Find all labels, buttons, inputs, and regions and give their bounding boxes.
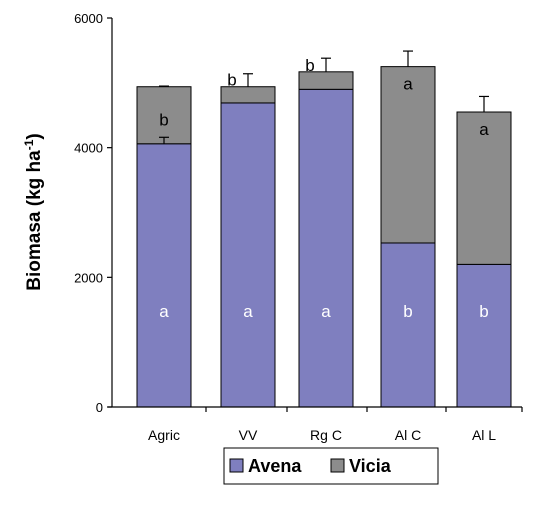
y-tick-label-2: 4000 xyxy=(74,141,103,156)
letter-avena-1: a xyxy=(243,302,253,321)
bar-avena-1 xyxy=(220,102,276,408)
y-tick-label-0: 0 xyxy=(96,400,103,415)
bars-layer xyxy=(136,66,512,408)
y-axis-label-superscript: -1 xyxy=(22,139,36,150)
bar-avena-3 xyxy=(380,242,436,408)
letter-avena-4: b xyxy=(479,302,488,321)
legend-swatch-avena xyxy=(229,458,244,473)
y-axis-label: Biomasa (kg ha-1) xyxy=(22,133,45,290)
y-tick-label-3: 6000 xyxy=(74,11,103,26)
x-tick-labels: Agric VV Rg C Al C Al L xyxy=(148,427,496,443)
legend-swatch-vicia xyxy=(330,458,345,473)
x-tick-label-1: VV xyxy=(239,427,258,443)
x-tick-label-2: Rg C xyxy=(310,427,342,443)
error-bars-layer xyxy=(159,50,489,144)
x-tick-label-4: Al L xyxy=(472,427,496,443)
letter-avena-3: b xyxy=(403,302,412,321)
letter-avena-2: a xyxy=(321,302,331,321)
x-tick-label-0: Agric xyxy=(148,427,180,443)
letter-avena-0: a xyxy=(159,302,169,321)
y-tick-labels: 0 2000 4000 6000 xyxy=(74,11,103,415)
bar-vicia-3 xyxy=(380,66,436,244)
letter-vicia-3: a xyxy=(403,75,413,94)
bar-avena-2 xyxy=(298,88,354,408)
y-axis-label-close: ) xyxy=(24,133,45,139)
letter-vicia-1: b xyxy=(227,71,236,90)
letter-vicia-4: a xyxy=(479,120,489,139)
legend: Avena Vicia xyxy=(223,447,439,485)
y-tick-label-1: 2000 xyxy=(74,270,103,285)
legend-label-avena: Avena xyxy=(248,456,302,476)
letter-vicia-2: b xyxy=(305,56,314,75)
bar-avena-0 xyxy=(136,143,192,408)
bar-vicia-4 xyxy=(456,111,512,265)
axes-layer xyxy=(107,17,523,412)
bar-avena-4 xyxy=(456,263,512,408)
x-tick-label-3: Al C xyxy=(395,427,421,443)
legend-label-vicia: Vicia xyxy=(349,456,392,476)
significance-letters-layer: a b a b a b b a b a xyxy=(159,56,489,321)
letter-vicia-0: b xyxy=(159,111,168,130)
bar-vicia-0 xyxy=(136,86,192,145)
